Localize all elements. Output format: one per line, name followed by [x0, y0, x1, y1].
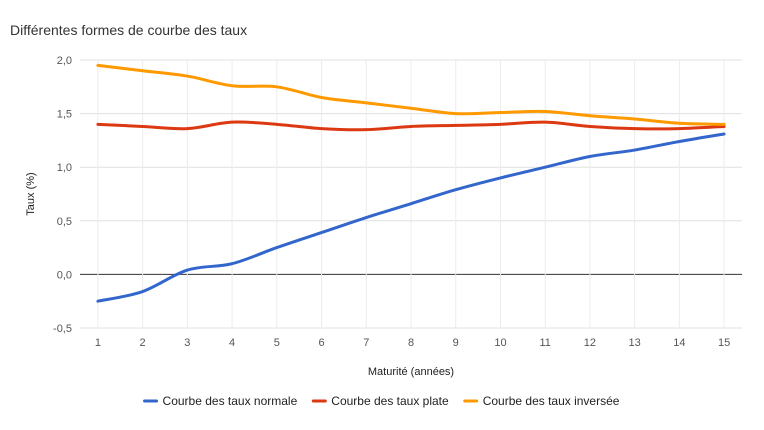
y-axis-title: Taux (%) [25, 172, 37, 215]
series-line-inversee [96, 63, 726, 126]
x-tick-label: 1 [95, 337, 101, 349]
x-tick-label: 9 [453, 337, 459, 349]
x-axis-title: Maturité (années) [368, 366, 454, 378]
x-tick-label: 14 [673, 337, 685, 349]
x-tick-label: 5 [274, 337, 280, 349]
x-tick-label: 3 [184, 337, 190, 349]
y-tick-label: 0,0 [57, 269, 72, 281]
x-tick-label: 11 [539, 337, 550, 349]
x-tick-label: 6 [318, 337, 324, 349]
y-tick-label: 1,0 [57, 162, 72, 174]
series-line-plate [96, 120, 726, 132]
chart-title: Différentes formes de courbe des taux [10, 22, 248, 38]
x-tick-label: 7 [363, 337, 369, 349]
x-tick-label: 15 [718, 337, 730, 349]
x-tick-label: 12 [584, 337, 596, 349]
x-tick-label: 4 [229, 337, 235, 349]
x-tick-label: 8 [408, 337, 414, 349]
series-line-normale [96, 132, 726, 303]
y-tick-label: 2,0 [57, 55, 72, 67]
x-tick-label: 13 [629, 337, 641, 349]
y-tick-label: 0,5 [57, 216, 72, 228]
y-tick-label: -0,5 [53, 323, 72, 335]
x-tick-label: 10 [494, 337, 506, 349]
x-tick-label: 2 [140, 337, 146, 349]
legend-label: Courbe des taux normale [163, 394, 298, 408]
legend-label: Courbe des taux inversée [483, 394, 620, 408]
legend-label: Courbe des taux plate [331, 394, 449, 408]
y-tick-label: 1,5 [57, 109, 72, 121]
